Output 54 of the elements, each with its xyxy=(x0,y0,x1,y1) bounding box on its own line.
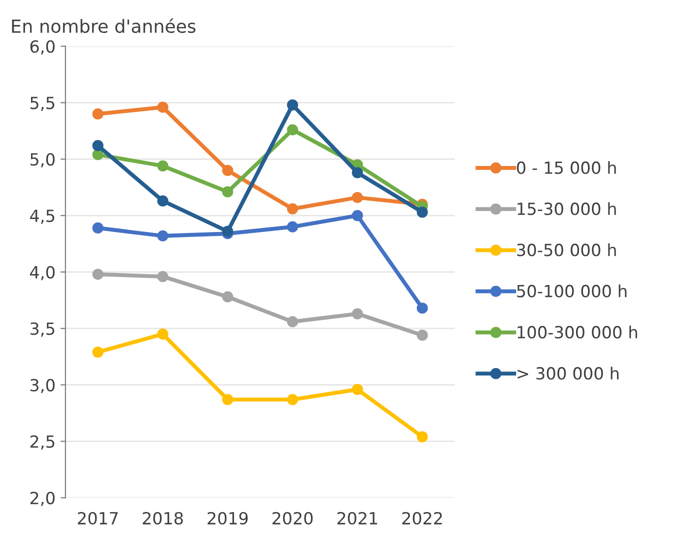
y-tick-label: 2,0 xyxy=(30,492,55,506)
chart-title: En nombre d'années xyxy=(12,18,196,34)
point xyxy=(416,330,428,341)
y-tick-label: 4,0 xyxy=(30,266,55,280)
point xyxy=(286,99,298,110)
point xyxy=(157,270,168,282)
x-tick-label: 2019 xyxy=(208,512,248,525)
point xyxy=(157,328,168,340)
y-tick-label: 3,5 xyxy=(30,322,54,337)
x-tick-label: 2018 xyxy=(142,512,183,525)
y-tick-label: 5,5 xyxy=(30,96,54,111)
point xyxy=(157,230,168,242)
point xyxy=(286,221,298,232)
point xyxy=(352,308,363,320)
point xyxy=(286,203,298,214)
point xyxy=(352,192,363,204)
x-tick-label: 2021 xyxy=(337,512,378,525)
point xyxy=(92,268,104,280)
point xyxy=(157,195,168,206)
point xyxy=(352,384,363,395)
point xyxy=(286,124,298,136)
y-tick-label: 2,5 xyxy=(30,435,54,450)
legend-label: 50-100 000 h xyxy=(517,284,626,298)
y-tick-label: 6,0 xyxy=(30,40,55,55)
legend-label: 100-300 000 h xyxy=(518,326,638,339)
point xyxy=(222,186,234,198)
point xyxy=(222,226,234,237)
point xyxy=(222,291,234,302)
point xyxy=(286,394,298,406)
y-tick-label: 4,5 xyxy=(30,210,54,224)
point xyxy=(157,160,168,172)
y-tick-label: 5,0 xyxy=(30,153,55,168)
x-tick-label: 2022 xyxy=(402,512,442,525)
point xyxy=(222,164,234,176)
point xyxy=(92,108,104,120)
point xyxy=(92,140,104,152)
point xyxy=(92,149,104,160)
point xyxy=(416,206,428,218)
legend-label: 30-50 000 h xyxy=(517,243,616,256)
point xyxy=(92,222,104,234)
point xyxy=(352,167,363,178)
point xyxy=(416,431,428,442)
point xyxy=(92,346,104,358)
legend-label: 15-30 000 h xyxy=(518,202,616,216)
legend-label: > 300 000 h xyxy=(518,366,618,380)
point xyxy=(157,102,168,113)
point xyxy=(416,302,428,314)
x-tick-label: 2017 xyxy=(78,512,118,525)
legend-label: 0 - 15 000 h xyxy=(516,161,616,174)
x-tick-label: 2020 xyxy=(272,512,313,525)
point xyxy=(352,210,363,222)
y-tick-label: 3,0 xyxy=(30,378,55,394)
point xyxy=(286,316,298,328)
point xyxy=(222,394,234,406)
